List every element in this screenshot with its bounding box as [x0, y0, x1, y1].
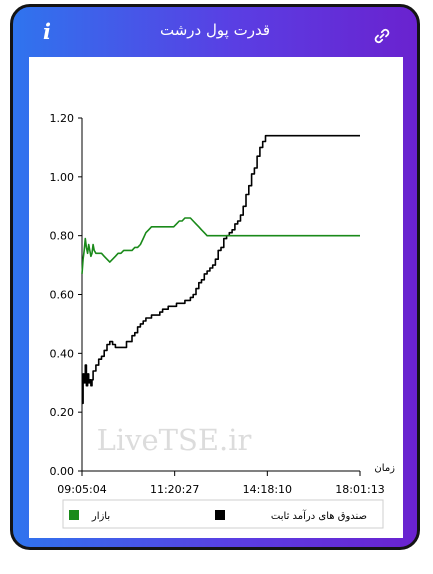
y-tick-label: 0.20 [50, 406, 75, 419]
chart-panel: 0.00 0.20 0.40 0.60 0.80 1.00 1.20 09:05:04 11:… [29, 57, 403, 538]
legend-swatch-fixed-income [215, 510, 225, 520]
legend-label-market: بازار [91, 511, 110, 522]
legend-swatch-market [69, 510, 79, 520]
y-tick-label: 0.40 [50, 347, 75, 360]
info-icon[interactable]: i [43, 19, 51, 44]
x-axis-ticks: 09:05:04 11:20:27 14:18:10 18:01:13 [57, 471, 385, 496]
x-axis-label: زمان [374, 463, 395, 474]
y-tick-label: 0.60 [50, 289, 75, 302]
y-tick-label: 0.00 [50, 465, 75, 478]
x-tick-label: 18:01:13 [335, 483, 384, 496]
y-tick-label: 1.20 [50, 112, 75, 125]
series-line-fixed-income [82, 134, 360, 405]
watermark: LiveTSE.ir [97, 423, 252, 457]
line-chart: 0.00 0.20 0.40 0.60 0.80 1.00 1.20 09:05:04 11:… [50, 112, 395, 529]
legend-label-fixed-income: صندوق های درآمد ثابت [271, 509, 367, 522]
x-tick-label: 14:18:10 [243, 483, 292, 496]
x-tick-label: 09:05:04 [57, 483, 106, 496]
page-title: قدرت پول درشت [160, 21, 270, 39]
app-frame: i قدرت پول درشت 0.00 0.20 0.40 0.60 0.80 1.00… [10, 4, 420, 550]
y-tick-label: 1.00 [50, 171, 75, 184]
link-icon[interactable] [373, 27, 391, 45]
series-line-market [81, 217, 360, 274]
y-tick-label: 0.80 [50, 230, 75, 243]
y-axis-ticks: 0.00 0.20 0.40 0.60 0.80 1.00 1.20 [50, 112, 82, 478]
x-tick-label: 11:20:27 [150, 483, 199, 496]
title-bar: i قدرت پول درشت [13, 7, 417, 57]
series-lines [81, 134, 360, 405]
